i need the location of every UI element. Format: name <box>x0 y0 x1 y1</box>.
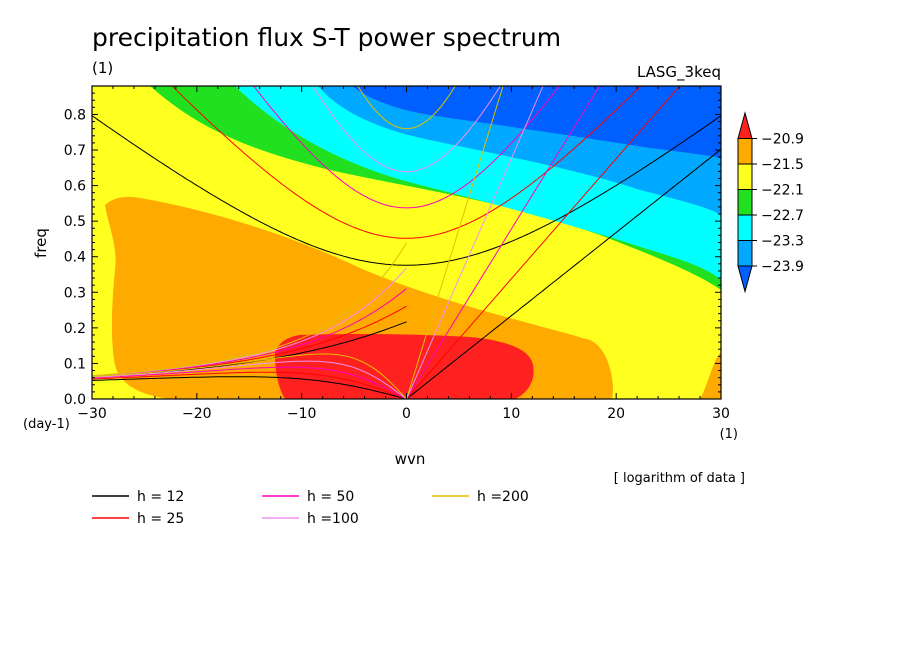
colorbar-label-0: −20.9 <box>761 132 804 148</box>
ig-curve-h25 <box>171 86 642 239</box>
mrg-curve-h200 <box>92 242 407 377</box>
legend: h = 12 h = 25 h = 50 h =100 h =200 <box>92 489 529 527</box>
legend-label-h200: h =200 <box>477 489 529 505</box>
kelvin-curve-h200 <box>406 86 504 399</box>
colorbar-segment-6 <box>737 265 753 294</box>
ig-curve-h12 <box>92 115 721 266</box>
ig-curve-h50 <box>252 86 561 209</box>
y-tick-label-7: 0.7 <box>64 143 86 159</box>
colorbar-label-2: −22.1 <box>761 183 804 199</box>
y-tick-label-3: 0.3 <box>64 285 86 301</box>
rossby-curve-h25 <box>92 371 407 399</box>
x-axis-label: wvn <box>395 450 426 468</box>
x-tick-label-0: −30 <box>77 406 107 422</box>
colorbar-segment-1 <box>737 138 753 165</box>
chart-title: precipitation flux S-T power spectrum <box>92 23 561 52</box>
colorbar-label-5: −23.9 <box>761 259 804 275</box>
rossby-curve-h100 <box>92 360 407 399</box>
x-tick-label-3: 0 <box>402 406 411 422</box>
legend-label-h50: h = 50 <box>307 489 354 505</box>
y-tick-label-4: 0.4 <box>64 250 86 266</box>
data-note: [ logarithm of data ] <box>614 471 745 486</box>
colorbar-segment-5 <box>737 240 753 267</box>
dispersion-curves <box>92 86 721 399</box>
x-tick-label-5: 20 <box>607 406 625 422</box>
x-tick-label-2: −10 <box>287 406 317 422</box>
ig-curve-h200 <box>357 86 456 130</box>
colorbar-label-3: −22.7 <box>761 208 804 224</box>
y-tick-label-5: 0.5 <box>64 214 86 230</box>
colorbar: −20.9 −21.5 −22.1 −22.7 −23.3 −23.9 <box>737 111 804 294</box>
y-axis-label: freq <box>32 228 50 258</box>
rossby-curve-h200 <box>92 353 407 399</box>
x-axis-unit: (1) <box>720 427 738 442</box>
x-tick-label-6: 30 <box>712 406 730 422</box>
rossby-curve-h12 <box>92 376 407 399</box>
x-tick-label-1: −20 <box>182 406 212 422</box>
contour-bands <box>92 86 721 399</box>
y-tick-label-8: 0.8 <box>64 107 86 123</box>
x-axis: −30 −20 −10 0 10 20 30 <box>77 86 730 422</box>
legend-label-h12: h = 12 <box>137 489 184 505</box>
chart-subtitle-left: (1) <box>92 59 113 77</box>
colorbar-label-4: −23.3 <box>761 234 804 250</box>
y-tick-label-2: 0.2 <box>64 321 86 337</box>
colorbar-segment-2 <box>737 163 753 190</box>
kelvin-curve-h50 <box>406 86 601 399</box>
y-axis-unit: (day-1) <box>23 417 70 432</box>
y-axis: 0.0 0.1 0.2 0.3 0.4 0.5 0.6 0.7 0.8 <box>64 92 721 408</box>
y-tick-label-0: 0.0 <box>64 392 86 408</box>
rossby-curve-h50 <box>92 366 407 399</box>
colorbar-label-1: −21.5 <box>761 157 804 173</box>
x-tick-label-4: 10 <box>502 406 520 422</box>
y-tick-label-6: 0.6 <box>64 179 86 195</box>
ig-curve-h100 <box>312 86 501 173</box>
band-dark-blue <box>352 86 721 158</box>
colorbar-segment-3 <box>737 189 753 216</box>
colorbar-segment-0 <box>737 111 753 139</box>
band-red <box>275 333 534 399</box>
kelvin-curve-h100 <box>406 86 544 399</box>
kelvin-curve-h25 <box>406 86 681 399</box>
legend-label-h100: h =100 <box>307 511 359 527</box>
y-tick-label-1: 0.1 <box>64 356 86 372</box>
legend-label-h25: h = 25 <box>137 511 184 527</box>
kelvin-curve-h12 <box>406 148 721 399</box>
chart-subtitle-right: LASG_3keq <box>637 63 721 82</box>
colorbar-segment-4 <box>737 214 753 241</box>
